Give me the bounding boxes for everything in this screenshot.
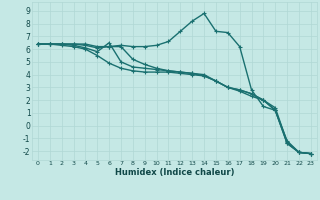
X-axis label: Humidex (Indice chaleur): Humidex (Indice chaleur) (115, 168, 234, 177)
